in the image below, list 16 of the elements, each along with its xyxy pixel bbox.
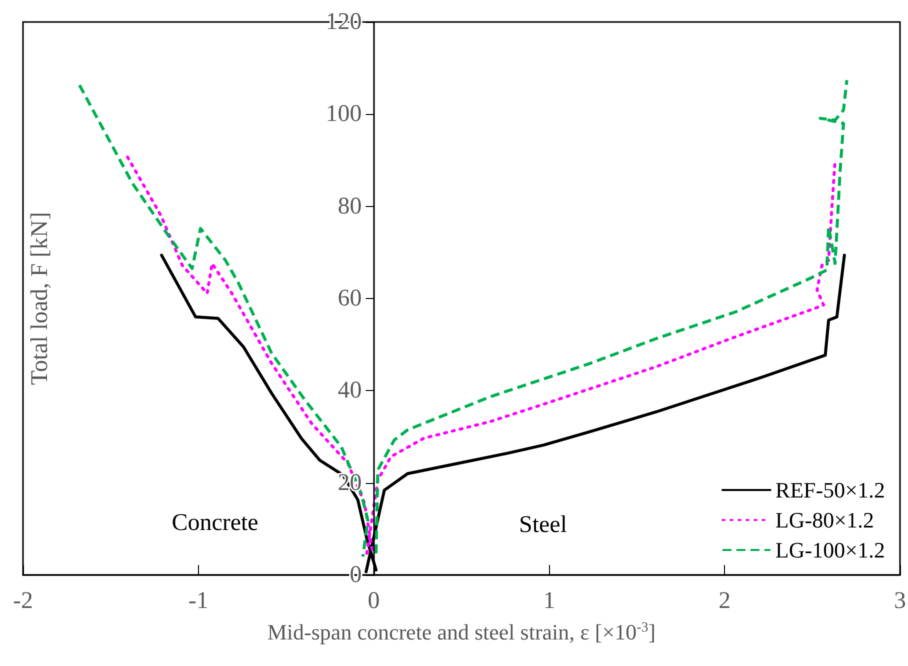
y-tick-label: 80 bbox=[338, 193, 362, 220]
legend-label: REF-50×1.2 bbox=[775, 478, 886, 502]
x-tick-label: 2 bbox=[718, 588, 731, 614]
x-tick-label: 3 bbox=[894, 588, 906, 614]
x-tick-label: 1 bbox=[543, 588, 556, 614]
y-tick-label: 40 bbox=[338, 378, 362, 404]
annotation: Concrete bbox=[172, 510, 258, 536]
x-tick-label: -2 bbox=[13, 588, 33, 614]
y-axis-title: Total load, F [kN] bbox=[26, 212, 53, 385]
x-tick-label: 0 bbox=[368, 588, 380, 614]
y-tick-label: 60 bbox=[338, 286, 362, 312]
y-tick-label: 100 bbox=[326, 101, 362, 128]
x-tick-label: -1 bbox=[188, 588, 208, 614]
legend-label: LG-100×1.2 bbox=[775, 538, 885, 562]
annotation: Steel bbox=[519, 512, 568, 538]
legend-label: LG-80×1.2 bbox=[775, 508, 874, 532]
